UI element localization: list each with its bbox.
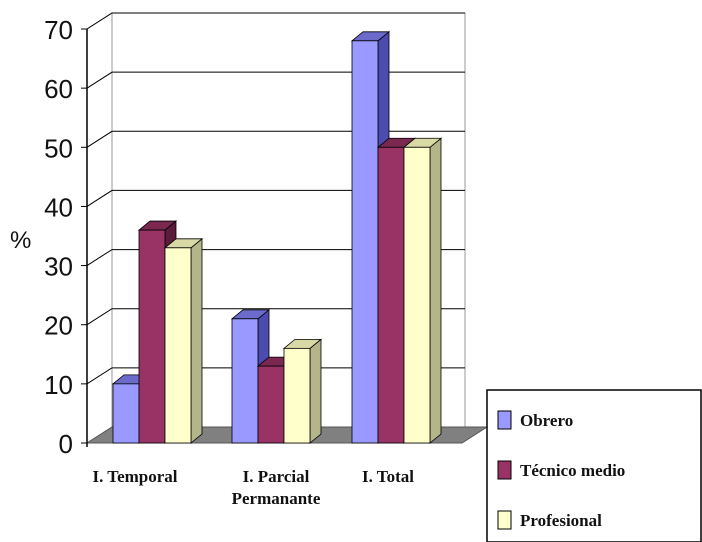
bar-side bbox=[309, 338, 322, 444]
bar bbox=[402, 137, 443, 444]
bar-front bbox=[403, 146, 431, 444]
bar-side bbox=[190, 237, 203, 444]
gridline bbox=[86, 130, 465, 148]
bar-front bbox=[257, 365, 285, 444]
x-category-label: I. Parcial Permanante bbox=[232, 467, 321, 508]
y-tick-label: 10 bbox=[44, 370, 73, 400]
legend-label: Obrero bbox=[520, 411, 573, 430]
bar-front bbox=[377, 146, 405, 444]
bar-front bbox=[112, 383, 140, 444]
bar-front bbox=[351, 40, 379, 444]
x-axis-categories: I. Temporal I. Parcial Permanante I. Total bbox=[92, 467, 414, 508]
gridline bbox=[86, 12, 465, 30]
y-tick-label: 20 bbox=[44, 311, 73, 341]
bars bbox=[111, 30, 443, 444]
side-wall bbox=[86, 12, 113, 444]
y-tick-label: 70 bbox=[44, 15, 73, 45]
y-tick-label: 50 bbox=[44, 133, 73, 163]
bar-front bbox=[231, 318, 259, 444]
legend-label: Profesional bbox=[520, 511, 602, 530]
gridline bbox=[86, 71, 465, 89]
bar bbox=[163, 237, 204, 444]
y-axis-label: % bbox=[10, 227, 31, 254]
y-tick-label: 40 bbox=[44, 192, 73, 222]
x-category-label: I. Total bbox=[362, 467, 414, 486]
y-axis-ticks: 0 10 20 30 40 50 60 70 bbox=[44, 15, 87, 459]
gridlines bbox=[86, 12, 465, 385]
gridline bbox=[86, 308, 465, 326]
y-tick-label: 30 bbox=[44, 252, 73, 282]
y-tick-label: 0 bbox=[59, 429, 73, 459]
legend-swatch bbox=[497, 410, 512, 430]
x-category-label: I. Temporal bbox=[92, 467, 177, 486]
bar-front bbox=[138, 229, 166, 444]
bar-side bbox=[429, 137, 442, 444]
bar-front bbox=[283, 347, 311, 444]
legend-label: Técnico medio bbox=[520, 461, 625, 480]
bar bbox=[230, 308, 271, 444]
gridline bbox=[86, 249, 465, 266]
legend-box bbox=[486, 389, 702, 542]
y-tick-label: 60 bbox=[44, 74, 73, 104]
gridline bbox=[86, 367, 465, 385]
gridline bbox=[86, 189, 465, 207]
bar-front bbox=[164, 247, 192, 444]
legend-swatch bbox=[497, 460, 512, 480]
bar bbox=[282, 338, 323, 444]
legend-swatch bbox=[497, 510, 512, 530]
legend: Obrero Técnico medio Profesional bbox=[486, 389, 702, 542]
